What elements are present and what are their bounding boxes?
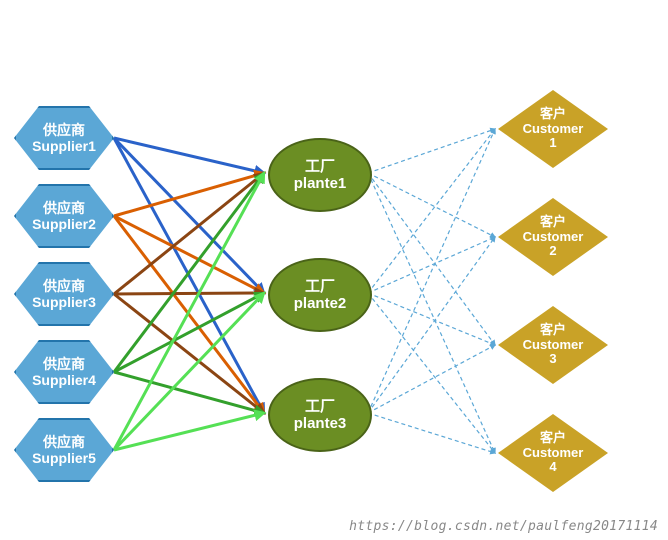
- supplier-label-cn: 供应商: [43, 278, 85, 294]
- edge-supplier-plant: [114, 293, 264, 372]
- customer-label-cn: 客户: [540, 323, 566, 338]
- watermark-text: https://blog.csdn.net/paulfeng20171114: [349, 519, 658, 534]
- supplier-label-en: Supplier2: [32, 216, 96, 232]
- customer-label-n: 4: [549, 460, 556, 475]
- plant-label-cn: 工厂: [305, 278, 335, 295]
- supplier-label-cn: 供应商: [43, 200, 85, 216]
- plant-label-cn: 工厂: [305, 398, 335, 415]
- edge-plant-customer: [368, 129, 495, 173]
- plant-node-p3: 工厂plante3: [268, 378, 372, 452]
- edge-supplier-plant: [114, 173, 264, 372]
- customer-label-n: 2: [549, 244, 556, 259]
- edge-plant-customer: [368, 173, 495, 453]
- diagram-canvas: 供应商Supplier1供应商Supplier2供应商Supplier3供应商S…: [0, 0, 668, 540]
- edge-supplier-plant: [114, 413, 264, 450]
- edge-plant-customer: [368, 237, 495, 413]
- supplier-label-cn: 供应商: [43, 434, 85, 450]
- supplier-label-en: Supplier4: [32, 372, 96, 388]
- plant-label-en: plante3: [294, 415, 347, 432]
- supplier-label-en: Supplier5: [32, 450, 96, 466]
- supplier-label-en: Supplier3: [32, 294, 96, 310]
- edge-plant-customer: [368, 237, 495, 293]
- edge-supplier-plant: [114, 293, 264, 294]
- edge-plant-customer: [368, 293, 495, 345]
- customer-label-n: 3: [549, 352, 556, 367]
- customer-label-cn: 客户: [540, 215, 566, 230]
- customer-label-en: Customer: [523, 230, 584, 245]
- customer-label-cn: 客户: [540, 431, 566, 446]
- customer-label-en: Customer: [523, 338, 584, 353]
- customer-label-cn: 客户: [540, 107, 566, 122]
- customer-label-n: 1: [549, 136, 556, 151]
- plant-label-cn: 工厂: [305, 158, 335, 175]
- supplier-label-en: Supplier1: [32, 138, 96, 154]
- supplier-label-cn: 供应商: [43, 356, 85, 372]
- customer-label-en: Customer: [523, 446, 584, 461]
- plant-label-en: plante2: [294, 295, 347, 312]
- edge-plant-customer: [368, 173, 495, 345]
- edge-plant-customer: [368, 129, 495, 413]
- plant-node-p1: 工厂plante1: [268, 138, 372, 212]
- edge-plant-customer: [368, 413, 495, 453]
- edge-supplier-plant: [114, 216, 264, 293]
- edge-plant-customer: [368, 173, 495, 237]
- edge-plant-customer: [368, 293, 495, 453]
- edge-supplier-plant: [114, 138, 264, 173]
- customer-label-en: Customer: [523, 122, 584, 137]
- plant-node-p2: 工厂plante2: [268, 258, 372, 332]
- supplier-label-cn: 供应商: [43, 122, 85, 138]
- edge-plant-customer: [368, 129, 495, 293]
- plant-label-en: plante1: [294, 175, 347, 192]
- edge-plant-customer: [368, 345, 495, 413]
